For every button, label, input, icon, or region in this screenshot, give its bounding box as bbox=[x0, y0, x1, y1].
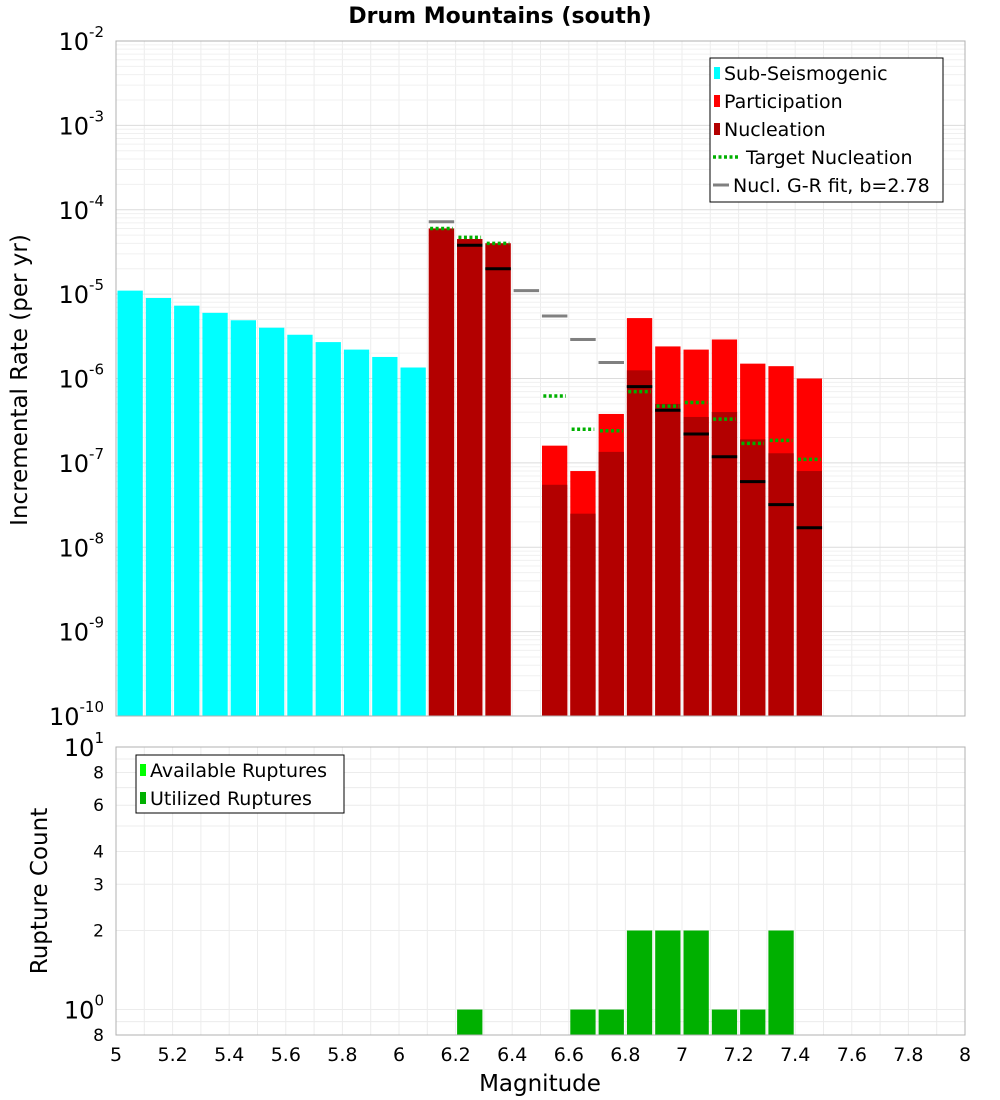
top-y-axis-label: Incremental Rate (per yr) bbox=[7, 234, 33, 526]
x-tick-label: 5.2 bbox=[157, 1044, 187, 1066]
bottom-legend: Available Ruptures Utilized Ruptures bbox=[135, 754, 345, 814]
nucleation-bar bbox=[740, 439, 766, 716]
x-tick-label: 7 bbox=[676, 1044, 688, 1066]
top-legend: Sub-Seismogenic Participation Nucleation Ta… bbox=[709, 57, 944, 203]
utilized-ruptures-bar bbox=[457, 1009, 483, 1035]
top-y-tick-labels: 10-10 10-9 10-8 10-7 10-6 10-5 10-4 10-3 10-2 bbox=[49, 23, 104, 731]
sub-seismogenic-bar bbox=[202, 312, 228, 716]
bottom-y-tick-label: 8 bbox=[93, 1026, 104, 1046]
utilized-ruptures-bar bbox=[570, 1009, 596, 1035]
top-legend-label: Target Nucleation bbox=[745, 147, 913, 169]
x-tick-label: 7.8 bbox=[893, 1044, 923, 1066]
bottom-bars bbox=[457, 930, 794, 1035]
bottom-plot-frame bbox=[115, 746, 966, 1036]
nucleation-bar bbox=[711, 412, 738, 716]
bottom-y-tick-label: 100 bbox=[64, 992, 104, 1025]
x-tick-label: 5.6 bbox=[271, 1044, 301, 1066]
bottom-legend-box bbox=[135, 754, 345, 814]
sub-seismogenic-bar bbox=[230, 320, 256, 716]
top-y-tick-label: 10-6 bbox=[58, 361, 104, 394]
bottom-y-tick-label: 4 bbox=[93, 842, 104, 862]
sub-seismogenic-bar bbox=[315, 342, 341, 716]
bottom-legend-swatch bbox=[140, 764, 146, 776]
x-axis-label: Magnitude bbox=[479, 1071, 601, 1097]
sub-seismogenic-bar bbox=[287, 334, 313, 716]
top-y-tick-label: 10-5 bbox=[58, 276, 104, 309]
top-bars bbox=[117, 228, 822, 717]
bottom-y-tick-label: 3 bbox=[93, 875, 104, 895]
top-lines bbox=[428, 220, 823, 530]
bottom-legend-label: Utilized Ruptures bbox=[150, 788, 312, 810]
x-tick-label: 7.6 bbox=[837, 1044, 867, 1066]
nucleation-bar bbox=[626, 370, 653, 716]
nucleation-bar bbox=[768, 453, 794, 716]
x-tick-label: 5 bbox=[110, 1044, 122, 1066]
sub-seismogenic-bar bbox=[145, 297, 172, 716]
utilized-ruptures-bar bbox=[711, 1009, 738, 1035]
utilized-ruptures-bar bbox=[740, 1009, 766, 1035]
nucleation-bar bbox=[796, 471, 822, 716]
top-legend-swatch bbox=[714, 95, 720, 107]
x-tick-label: 6.6 bbox=[554, 1044, 584, 1066]
x-tick-labels: 5 5.2 5.4 5.6 5.8 6 6.2 6.4 6.6 6.8 7 7.2 7.4 7.6 7.8 8 bbox=[110, 1044, 971, 1066]
top-legend-label: Nucl. G-R fit, b=2.78 bbox=[733, 175, 930, 197]
top-y-tick-label: 10-4 bbox=[58, 192, 104, 225]
top-y-tick-label: 10-7 bbox=[58, 445, 104, 478]
bottom-y-tick-label: 101 bbox=[64, 729, 104, 762]
x-tick-label: 6 bbox=[393, 1044, 405, 1066]
top-y-tick-label: 10-9 bbox=[58, 614, 104, 647]
x-tick-label: 6.4 bbox=[497, 1044, 527, 1066]
top-legend-box bbox=[709, 57, 944, 203]
sub-seismogenic-bar bbox=[174, 305, 200, 716]
bottom-y-axis-label: Rupture Count bbox=[27, 808, 53, 974]
nucleation-bar bbox=[457, 239, 483, 716]
bottom-y-tick-label: 6 bbox=[93, 796, 104, 816]
x-tick-label: 7.2 bbox=[723, 1044, 753, 1066]
sub-seismogenic-bar bbox=[400, 367, 426, 716]
nucleation-bar bbox=[570, 513, 596, 716]
sub-seismogenic-bar bbox=[343, 349, 370, 716]
top-y-tick-label: 10-3 bbox=[58, 107, 104, 140]
bottom-legend-label: Available Ruptures bbox=[150, 760, 327, 782]
top-legend-label: Participation bbox=[724, 91, 843, 113]
top-legend-label: Nucleation bbox=[724, 119, 826, 141]
x-tick-label: 5.4 bbox=[214, 1044, 244, 1066]
x-tick-label: 6.8 bbox=[610, 1044, 640, 1066]
top-y-tick-label: 10-8 bbox=[58, 529, 104, 562]
utilized-ruptures-bar bbox=[683, 930, 709, 1035]
bottom-y-tick-label: 8 bbox=[93, 763, 104, 783]
x-tick-label: 8 bbox=[959, 1044, 971, 1066]
top-y-tick-label: 10-2 bbox=[58, 23, 104, 56]
nucleation-bar bbox=[598, 451, 624, 716]
x-tick-label: 6.2 bbox=[440, 1044, 470, 1066]
utilized-ruptures-bar bbox=[768, 930, 794, 1035]
top-legend-swatch bbox=[714, 67, 720, 79]
nucleation-bar bbox=[542, 484, 568, 716]
utilized-ruptures-bar bbox=[598, 1009, 624, 1035]
top-plot-frame bbox=[115, 40, 966, 717]
sub-seismogenic-bar bbox=[372, 356, 398, 716]
bottom-legend-swatch bbox=[140, 792, 146, 804]
nucleation-bar bbox=[683, 416, 709, 716]
x-tick-label: 5.8 bbox=[327, 1044, 357, 1066]
nucleation-bar bbox=[428, 228, 455, 716]
top-grid bbox=[115, 41, 966, 717]
chart-title: Drum Mountains (south) bbox=[348, 4, 651, 29]
sub-seismogenic-bar bbox=[259, 327, 285, 716]
bottom-y-tick-label: 2 bbox=[93, 922, 104, 942]
x-tick-label: 7.4 bbox=[780, 1044, 810, 1066]
sub-seismogenic-bar bbox=[117, 290, 143, 716]
nucleation-bar bbox=[655, 403, 681, 716]
utilized-ruptures-bar bbox=[655, 930, 681, 1035]
nucleation-bar bbox=[485, 243, 511, 717]
utilized-ruptures-bar bbox=[626, 930, 653, 1035]
top-legend-label: Sub-Seismogenic bbox=[724, 63, 888, 85]
top-y-tick-label: 10-10 bbox=[49, 698, 104, 731]
top-legend-swatch bbox=[714, 123, 720, 135]
